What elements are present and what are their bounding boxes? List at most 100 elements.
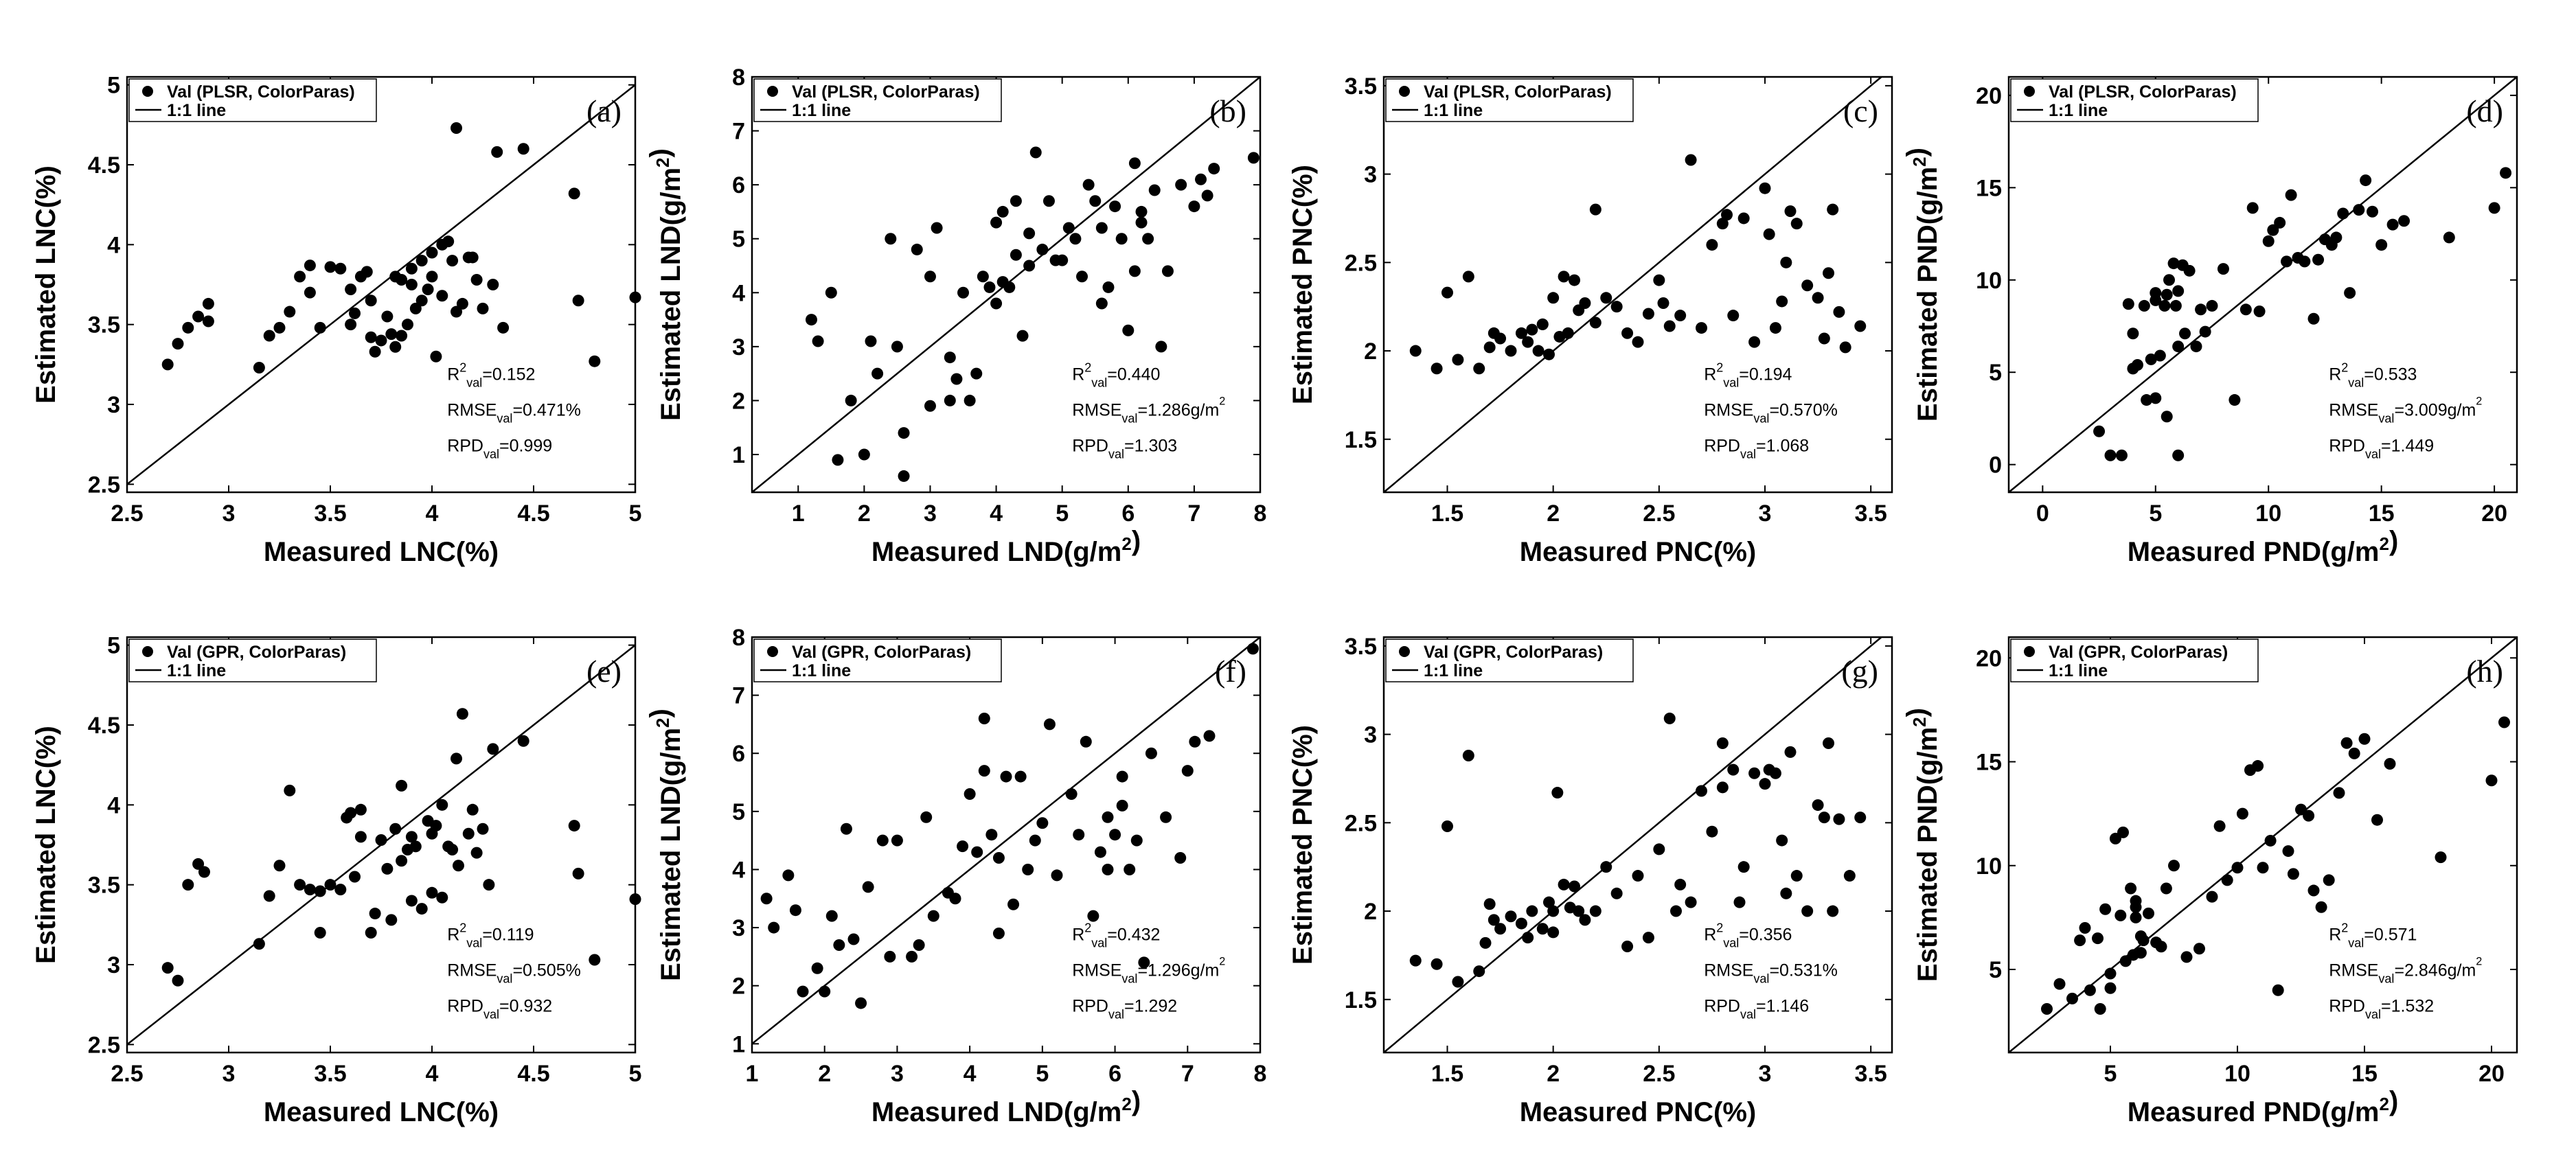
data-point	[2167, 257, 2180, 270]
data-point	[1409, 954, 1422, 967]
data-point	[2498, 716, 2510, 728]
data-point	[1579, 914, 1591, 926]
data-point	[381, 862, 394, 875]
x-tick-label: 2	[1547, 501, 1560, 527]
data-point	[978, 712, 990, 724]
data-point	[1188, 200, 1200, 213]
r2-stat: R2val=0.194	[1704, 361, 1792, 390]
data-point	[369, 345, 381, 358]
x-tick-label: 3	[223, 501, 236, 527]
x-tick-label: 4	[990, 501, 1003, 527]
panel-letter: (d)	[2466, 93, 2503, 128]
data-point	[1685, 896, 1697, 908]
data-point	[2053, 978, 2066, 990]
data-point	[2267, 224, 2279, 236]
y-tick-label: 2	[732, 388, 745, 414]
data-point	[858, 448, 870, 461]
data-point	[1155, 341, 1167, 353]
data-point	[1823, 737, 1834, 749]
data-point	[2274, 216, 2286, 229]
x-tick-label: 4	[426, 501, 439, 527]
x-tick-label: 3.5	[314, 1061, 346, 1087]
data-point	[1573, 905, 1585, 917]
legend-series-label: Val (PLSR, ColorParas)	[2049, 82, 2237, 102]
y-axis-label: Estimated LND(g/m2)	[645, 148, 686, 421]
data-point	[2138, 299, 2150, 312]
data-point	[1522, 336, 1534, 348]
data-point	[1653, 274, 1665, 286]
data-point	[898, 470, 910, 482]
data-point	[568, 820, 580, 832]
data-point	[768, 921, 780, 934]
data-point	[1522, 932, 1534, 944]
data-point	[2287, 868, 2299, 880]
panel-h: 5 10 15 20 5 10 15 20 Measured PND(g/m2) Estimate…	[1902, 636, 2518, 1127]
data-point	[294, 271, 306, 283]
data-point	[2344, 287, 2356, 299]
data-point	[2252, 760, 2264, 772]
data-point	[349, 871, 361, 883]
panel-d: 0 5 10 15 20 0 5 10 15 20 Measured PND(g/m2) Estima…	[1902, 76, 2518, 567]
data-point	[2485, 774, 2498, 787]
plot-frame	[751, 76, 1262, 494]
y-tick-label: 5	[732, 799, 745, 825]
data-point	[1431, 363, 1443, 375]
data-point	[812, 335, 824, 347]
data-point	[517, 143, 529, 155]
data-point	[1479, 936, 1492, 949]
data-point	[845, 394, 857, 406]
data-point	[1663, 320, 1676, 332]
rmse-stat: RMSEval=0.471%	[447, 401, 581, 426]
data-point	[1600, 292, 1612, 304]
data-point	[415, 255, 428, 267]
data-point	[589, 355, 601, 367]
data-point	[1102, 281, 1115, 293]
x-tick-label: 10	[2224, 1061, 2250, 1087]
data-point	[314, 926, 326, 939]
data-point	[389, 823, 402, 835]
data-point	[2172, 341, 2185, 353]
data-point	[2337, 207, 2349, 220]
x-tick-label: 6	[1108, 1061, 1121, 1087]
x-tick-label: 5	[2149, 501, 2162, 527]
data-point	[1042, 195, 1055, 207]
y-axis-label: Estimated PNC(%)	[1288, 725, 1318, 965]
data-point	[466, 251, 479, 264]
data-point	[2180, 951, 2193, 963]
data-point	[1203, 730, 1216, 742]
data-point	[1784, 205, 1797, 218]
rpd-stat: RPDval=1.532	[2329, 997, 2434, 1022]
x-tick-label: 4	[964, 1061, 977, 1087]
data-point	[324, 261, 337, 273]
y-tick-label: 3.5	[1345, 634, 1377, 660]
legend: Val (GPR, ColorParas)1:1 line	[753, 639, 1002, 682]
data-point	[1759, 182, 1771, 194]
data-point	[2074, 934, 2086, 947]
data-point	[2104, 967, 2117, 980]
plot-frame	[1382, 76, 1893, 494]
data-point	[253, 938, 265, 950]
data-point	[182, 321, 194, 334]
legend-box	[753, 639, 1002, 682]
data-point	[2104, 982, 2117, 994]
panel-letter: (a)	[586, 93, 622, 128]
data-point	[2285, 189, 2297, 201]
data-point	[1082, 179, 1095, 191]
x-tick-label: 5	[1036, 1061, 1049, 1087]
data-point	[1737, 212, 1750, 225]
x-tick-label: 8	[1254, 501, 1267, 527]
data-point	[2137, 934, 2150, 947]
data-point	[1062, 222, 1075, 234]
data-point	[1473, 363, 1485, 375]
legend-line-label: 1:1 line	[792, 101, 851, 120]
data-point	[1769, 322, 1781, 334]
data-point	[911, 243, 923, 255]
data-point	[1122, 324, 1135, 336]
x-tick-label: 4.5	[517, 501, 549, 527]
data-point	[811, 962, 823, 974]
data-point	[2367, 205, 2379, 218]
data-point	[1562, 327, 1574, 339]
data-point	[2122, 298, 2134, 310]
data-point	[253, 362, 265, 373]
r2-stat: R2val=0.119	[447, 921, 534, 950]
